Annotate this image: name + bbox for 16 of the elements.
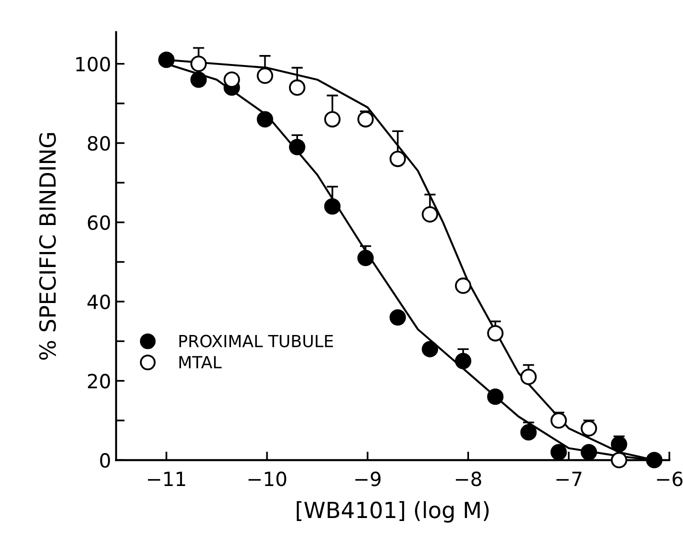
legend-label: PROXIMAL TUBULE xyxy=(179,334,333,348)
y-tick-label: 100 xyxy=(76,56,110,72)
y-tick-label: 60 xyxy=(88,215,110,230)
legend-label: MTAL xyxy=(179,356,222,368)
x-tick-label: −8 xyxy=(456,472,482,486)
y-axis-title: % SPECIFIC BINDING xyxy=(39,133,56,360)
x-tick-label: −6 xyxy=(657,472,682,486)
x-tick-label: −7 xyxy=(556,472,582,486)
y-tick-label: 40 xyxy=(87,294,110,310)
x-tick-label: −11 xyxy=(148,472,186,486)
x-axis-title: [WB4101] (log M) xyxy=(296,501,489,523)
y-tick-label: 0 xyxy=(100,453,110,468)
y-tick-label: 20 xyxy=(88,374,110,389)
x-tick-label: −10 xyxy=(248,472,286,486)
x-tick-label: −9 xyxy=(355,472,381,486)
y-tick-label: 80 xyxy=(88,136,110,151)
